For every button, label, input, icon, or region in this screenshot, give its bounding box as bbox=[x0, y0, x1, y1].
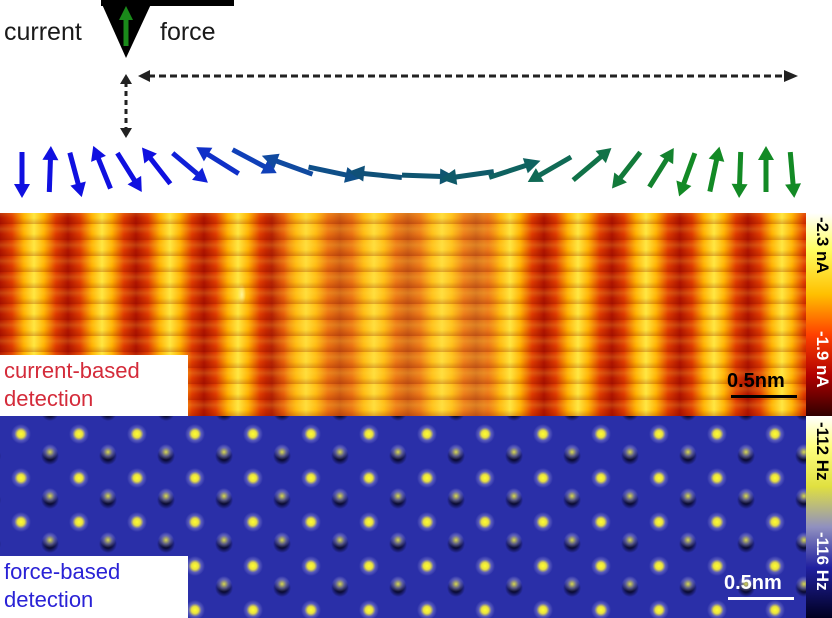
force-scale-line bbox=[728, 597, 794, 600]
current-image: current-based detection 0.5nm bbox=[0, 213, 806, 416]
force-detection-label: force-based detection bbox=[0, 556, 188, 618]
current-detection-label: current-based detection bbox=[0, 355, 188, 416]
current-scale-line bbox=[731, 395, 797, 398]
force-label-line2: detection bbox=[4, 587, 94, 612]
force-scale-text: 0.5nm bbox=[724, 572, 782, 594]
force-image: force-based detection 0.5nm bbox=[0, 416, 806, 618]
current-colorbar-min: -1.9 nA bbox=[813, 331, 832, 388]
tip-cantilever-diagram bbox=[14, 0, 802, 198]
force-colorbar: -112 Hz -116 Hz bbox=[806, 416, 832, 618]
force-label: force bbox=[160, 18, 216, 46]
current-scale-text: 0.5nm bbox=[727, 370, 785, 392]
current-colorbar-max: -2.3 nA bbox=[813, 217, 832, 274]
current-label: current bbox=[4, 18, 82, 46]
current-label-line1: current-based bbox=[4, 358, 140, 383]
force-label-line1: force-based bbox=[4, 559, 121, 584]
spin-arrow-row bbox=[14, 145, 802, 198]
current-scale-bar: 0.5nm bbox=[727, 370, 797, 398]
current-label-line2: detection bbox=[4, 386, 94, 411]
current-colorbar: -2.3 nA -1.9 nA bbox=[806, 213, 832, 416]
force-scale-bar: 0.5nm bbox=[724, 572, 794, 600]
force-colorbar-min: -116 Hz bbox=[813, 532, 832, 591]
force-colorbar-max: -112 Hz bbox=[813, 422, 832, 481]
